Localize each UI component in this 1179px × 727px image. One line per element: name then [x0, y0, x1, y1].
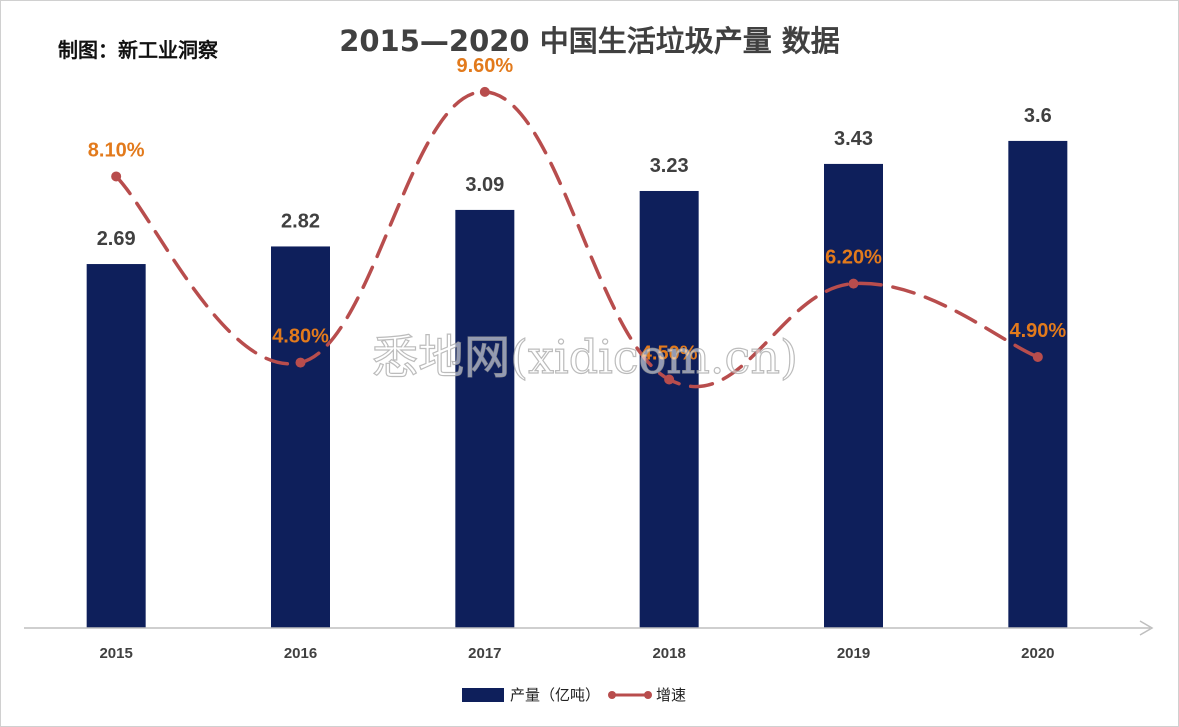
bar-value-label: 3.6 [1024, 105, 1052, 127]
legend-bar-swatch [462, 687, 504, 702]
legend-line-label: 增速 [656, 686, 687, 704]
growth-value-label: 4.80% [272, 326, 329, 348]
legend-bar-label: 产量（亿吨） [510, 686, 601, 704]
growth-point [1032, 351, 1043, 362]
chart-credit: 制图：新工业洞察 [58, 38, 218, 62]
growth-point [295, 357, 306, 368]
bar [824, 163, 883, 628]
legend-line-swatch [608, 690, 653, 699]
x-tick-label: 2018 [652, 645, 685, 662]
x-tick-label: 2020 [1021, 645, 1054, 662]
bar [1008, 140, 1068, 629]
growth-value-label: 4.90% [1009, 320, 1066, 342]
bar-value-label: 3.23 [650, 155, 689, 177]
bar [455, 209, 515, 628]
growth-value-label: 8.10% [88, 139, 145, 161]
x-tick-label: 2015 [99, 645, 132, 662]
x-tick-label: 2019 [837, 645, 870, 662]
bar-value-label: 3.43 [834, 128, 873, 150]
x-tick-label: 2017 [468, 645, 501, 662]
growth-point [479, 86, 490, 97]
growth-value-label: 6.20% [825, 247, 882, 269]
chart-title: 2015—2020 中国生活垃圾产量 数据 [339, 24, 840, 58]
legend: 产量（亿吨） 增速 [462, 684, 686, 705]
x-tick-label: 2016 [284, 645, 317, 662]
growth-value-label: 4.50% [641, 343, 698, 365]
growth-point [111, 171, 122, 182]
bar-value-label: 2.82 [281, 210, 320, 232]
growth-point [664, 374, 675, 385]
bar [86, 264, 146, 628]
watermark: 悉地网(xidicom.cn) [372, 330, 798, 384]
growth-line [114, 90, 1040, 389]
bar-value-label: 3.09 [465, 174, 504, 196]
growth-point [848, 278, 859, 289]
x-axis-arrow [1139, 620, 1154, 636]
bar [639, 190, 699, 628]
bar [271, 246, 330, 629]
bar-value-label: 2.69 [97, 228, 136, 250]
growth-value-label: 9.60% [456, 55, 513, 77]
